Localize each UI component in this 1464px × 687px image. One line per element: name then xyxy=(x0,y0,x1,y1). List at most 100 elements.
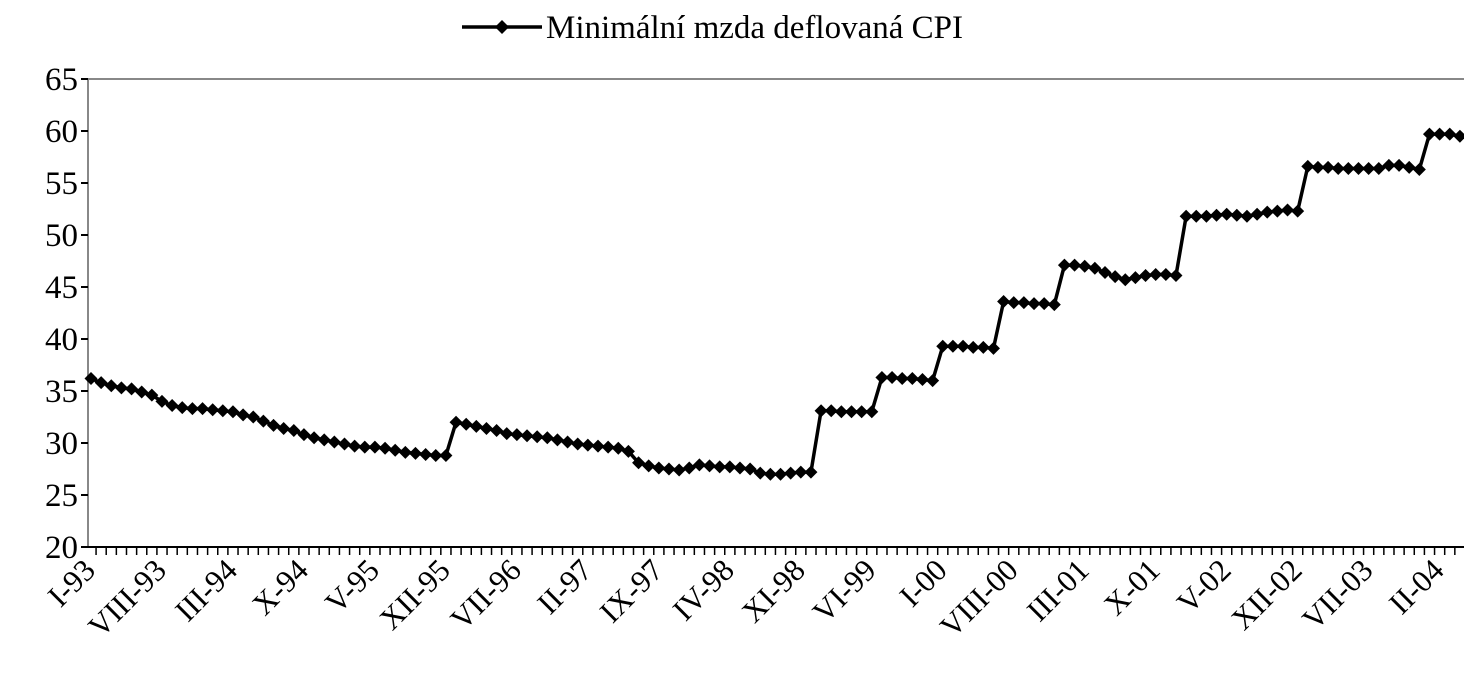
marker xyxy=(1088,261,1102,275)
marker xyxy=(855,405,869,419)
marker xyxy=(824,404,838,418)
marker xyxy=(307,431,321,445)
marker xyxy=(358,440,372,454)
marker xyxy=(652,461,666,475)
marker xyxy=(1321,160,1335,174)
marker xyxy=(378,441,392,455)
marker xyxy=(226,405,240,419)
marker xyxy=(1341,161,1355,175)
marker xyxy=(1352,161,1365,175)
marker xyxy=(277,421,291,435)
marker xyxy=(287,424,301,438)
marker xyxy=(997,295,1011,309)
marker xyxy=(388,443,402,457)
marker xyxy=(1362,161,1376,175)
marker xyxy=(135,385,149,399)
marker xyxy=(926,374,940,388)
marker xyxy=(1007,296,1021,310)
marker xyxy=(490,424,504,438)
marker xyxy=(1017,296,1031,310)
marker xyxy=(662,462,676,476)
marker xyxy=(885,370,899,384)
marker xyxy=(206,403,220,417)
marker xyxy=(936,339,950,353)
marker xyxy=(845,405,858,419)
marker xyxy=(703,459,717,473)
marker xyxy=(459,417,473,431)
marker xyxy=(125,382,139,396)
marker xyxy=(550,433,564,447)
marker xyxy=(814,404,828,418)
marker xyxy=(469,419,483,433)
marker xyxy=(1433,127,1447,141)
marker xyxy=(915,373,929,387)
marker xyxy=(1210,208,1224,222)
marker xyxy=(1108,270,1122,284)
marker xyxy=(196,402,210,416)
marker xyxy=(1128,271,1142,285)
marker xyxy=(976,340,990,354)
marker xyxy=(449,415,463,429)
marker xyxy=(642,459,656,473)
marker xyxy=(165,399,179,413)
marker xyxy=(1331,161,1345,175)
marker xyxy=(1453,129,1464,143)
marker xyxy=(500,427,514,441)
marker xyxy=(1412,162,1426,176)
marker xyxy=(1311,160,1325,174)
marker xyxy=(621,444,635,458)
marker xyxy=(611,441,625,455)
y-tick-label: 45 xyxy=(45,270,78,306)
marker xyxy=(398,445,412,459)
marker xyxy=(1291,204,1305,218)
marker xyxy=(581,438,595,452)
marker xyxy=(327,435,341,449)
marker xyxy=(338,437,351,451)
marker xyxy=(956,339,970,353)
marker xyxy=(1250,207,1264,221)
marker xyxy=(1078,259,1092,273)
marker xyxy=(1270,204,1284,218)
marker xyxy=(1068,258,1082,272)
marker xyxy=(571,437,585,451)
y-tick-label: 65 xyxy=(45,62,78,98)
legend-marker xyxy=(495,20,509,34)
y-tick-label: 30 xyxy=(45,426,78,462)
marker xyxy=(530,430,544,444)
marker xyxy=(834,405,848,419)
marker xyxy=(216,404,230,418)
marker xyxy=(114,381,128,395)
marker xyxy=(632,456,646,470)
marker xyxy=(895,372,909,386)
marker xyxy=(713,460,727,474)
marker xyxy=(1220,207,1234,221)
marker xyxy=(905,372,919,386)
y-tick-label: 25 xyxy=(45,478,78,514)
marker xyxy=(591,439,605,453)
marker xyxy=(1281,203,1295,217)
marker xyxy=(510,428,524,442)
marker xyxy=(185,402,199,416)
marker xyxy=(946,339,960,353)
marker xyxy=(1240,209,1254,223)
marker xyxy=(1301,159,1315,173)
marker xyxy=(672,463,686,477)
marker xyxy=(1189,209,1203,223)
marker xyxy=(94,376,108,390)
marker xyxy=(1402,160,1416,174)
marker xyxy=(561,435,575,449)
marker xyxy=(733,461,747,475)
marker xyxy=(1027,297,1041,311)
marker xyxy=(348,439,362,453)
marker xyxy=(763,467,777,481)
marker xyxy=(804,465,818,479)
marker xyxy=(1392,158,1406,172)
legend-label: Minimální mzda deflovaná CPI xyxy=(546,10,963,46)
marker xyxy=(145,388,159,402)
marker xyxy=(774,467,788,481)
marker xyxy=(104,379,118,393)
marker xyxy=(682,461,696,475)
marker xyxy=(692,458,706,472)
marker xyxy=(1422,127,1436,141)
